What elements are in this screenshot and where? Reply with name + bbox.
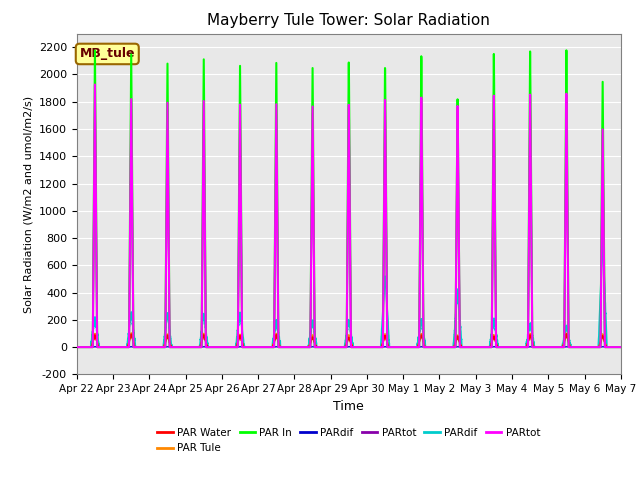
X-axis label: Time: Time: [333, 400, 364, 413]
Text: MB_tule: MB_tule: [79, 48, 135, 60]
Y-axis label: Solar Radiation (W/m2 and umol/m2/s): Solar Radiation (W/m2 and umol/m2/s): [23, 96, 33, 312]
Title: Mayberry Tule Tower: Solar Radiation: Mayberry Tule Tower: Solar Radiation: [207, 13, 490, 28]
Legend: PAR Water, PAR Tule, PAR In, PARdif, PARtot, PARdif, PARtot: PAR Water, PAR Tule, PAR In, PARdif, PAR…: [154, 424, 544, 457]
